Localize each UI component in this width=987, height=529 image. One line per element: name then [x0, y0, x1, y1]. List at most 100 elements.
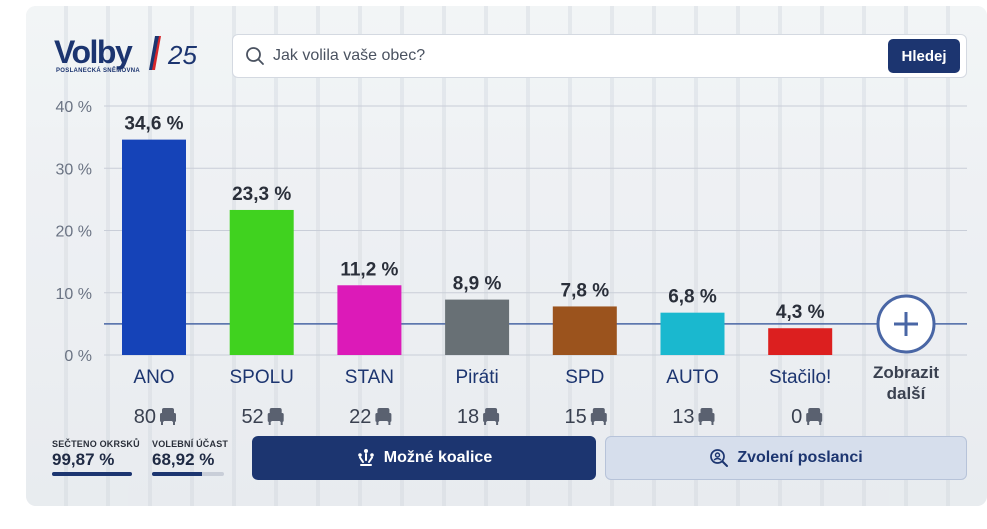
seat-count: 15 [565, 406, 587, 428]
bar-auto[interactable] [660, 312, 725, 355]
seat-count: 22 [349, 406, 371, 428]
search-icon [246, 47, 264, 65]
counted-districts-stat: SEČTENO OKRSKŮ 99,87 % [52, 439, 140, 476]
search-input[interactable] [273, 43, 873, 69]
counted-progress-fill [52, 472, 132, 476]
volby-logo[interactable]: Volby 25 POSLANECKÁ SNĚMOVNA [54, 34, 214, 80]
armchair-back [592, 408, 605, 417]
bar-value-label: 11,2 % [340, 259, 398, 280]
armchair-back [485, 408, 498, 417]
armchair-back [162, 408, 174, 417]
armchair-leg-left [699, 422, 702, 425]
party-name[interactable]: AUTO [666, 367, 718, 388]
armchair-leg-right [496, 422, 499, 425]
y-tick-label: 10 % [56, 286, 92, 303]
armchair-icon [160, 408, 176, 425]
armchair-leg-left [807, 422, 810, 425]
bar-labels: 34,6 % ANO 80 23,3 % SPOLU 52 11,2 % STAN 22 8,9 … [124, 114, 831, 428]
logo-subtitle: POSLANECKÁ SNĚMOVNA [56, 68, 141, 74]
logo-word: Volby [54, 34, 133, 70]
bar-value-label: 8,9 % [453, 274, 502, 295]
logo-slash-icon [149, 36, 161, 70]
armchair-icon [375, 408, 392, 425]
armchair-back [700, 408, 713, 417]
armchair-leg-left [484, 422, 487, 425]
results-card [26, 6, 987, 506]
armchair-seat [809, 417, 820, 421]
turnout-stat: VOLEBNÍ ÚČAST 68,92 % [152, 439, 228, 476]
possible-coalitions-button[interactable]: Možné koalice [252, 436, 596, 480]
y-tick-label: 40 % [56, 99, 92, 116]
armchair-icon [806, 408, 823, 425]
armchair-seat [593, 417, 604, 421]
bar-stan[interactable] [337, 285, 402, 355]
party-name[interactable]: STAN [345, 367, 394, 388]
seat-count: 0 [791, 406, 802, 428]
possible-coalitions-label: Možné koalice [383, 449, 493, 466]
elected-mps-button[interactable]: Zvolení poslanci [605, 436, 967, 480]
armchair-icon [483, 408, 500, 425]
bar-spolu[interactable] [229, 209, 294, 355]
armchair-back [269, 408, 282, 417]
seat-count: 80 [134, 406, 156, 428]
armchair-seat [378, 417, 389, 421]
armchair-icon [698, 408, 715, 425]
armchair-leg-left [161, 422, 163, 425]
bar-value-label: 34,6 % [124, 114, 183, 135]
bar-stailo[interactable] [768, 328, 833, 355]
party-name[interactable]: SPD [565, 367, 604, 388]
armchair-leg-right [173, 422, 175, 425]
armchair-seat [486, 417, 497, 421]
armchair-seat [270, 417, 281, 421]
party-name[interactable]: Piráti [455, 367, 498, 388]
party-name[interactable]: ANO [133, 367, 174, 388]
turnout-progress [152, 472, 224, 476]
bar-value-label: 4,3 % [776, 302, 825, 323]
bar-value-label: 23,3 % [232, 184, 291, 205]
counted-progress [52, 472, 132, 476]
party-name[interactable]: Stačilo! [769, 367, 831, 388]
armchair-icon [267, 408, 284, 425]
bars [122, 139, 833, 355]
armchair-icon [590, 408, 607, 425]
turnout-progress-fill [152, 472, 202, 476]
bar-pirti[interactable] [445, 299, 510, 355]
seat-count: 13 [672, 406, 694, 428]
armchair-back [377, 408, 390, 417]
counted-label: SEČTENO OKRSKŮ [52, 439, 140, 449]
show-more-line2[interactable]: další [887, 384, 927, 403]
y-tick-label: 20 % [56, 224, 92, 241]
seat-count: 18 [457, 406, 479, 428]
bar-value-label: 7,8 % [561, 280, 610, 301]
background-photo [26, 6, 987, 506]
person-search-icon [710, 449, 729, 467]
y-tick-label: 0 % [64, 348, 92, 365]
search-button[interactable]: Hledej [888, 39, 960, 73]
counted-value: 99,87 % [52, 450, 115, 469]
armchair-leg-left [591, 422, 594, 425]
seat-count: 52 [241, 406, 263, 428]
armchair-leg-right [388, 422, 391, 425]
party-name[interactable]: SPOLU [229, 367, 293, 388]
y-tick-label: 30 % [56, 161, 92, 178]
y-axis-ticks: 0 % 10 % 20 % 30 % 40 % [56, 99, 92, 365]
coalition-icon [357, 449, 374, 466]
show-more-line1[interactable]: Zobrazit [873, 363, 939, 382]
logo-number: 25 [168, 40, 197, 70]
armchair-leg-right [280, 422, 283, 425]
bar-ano[interactable] [122, 139, 186, 355]
turnout-value: 68,92 % [152, 450, 215, 469]
elected-mps-label: Zvolení poslanci [737, 449, 863, 466]
armchair-back [808, 408, 821, 417]
armchair-leg-left [376, 422, 379, 425]
show-more-button[interactable]: Zobrazit další [873, 294, 939, 403]
armchair-leg-left [268, 422, 271, 425]
armchair-leg-right [603, 422, 606, 425]
bar-value-label: 6,8 % [668, 287, 717, 308]
armchair-leg-right [819, 422, 822, 425]
bar-spd[interactable] [552, 306, 617, 355]
armchair-seat [163, 417, 173, 421]
turnout-label: VOLEBNÍ ÚČAST [152, 439, 229, 449]
armchair-seat [701, 417, 712, 421]
